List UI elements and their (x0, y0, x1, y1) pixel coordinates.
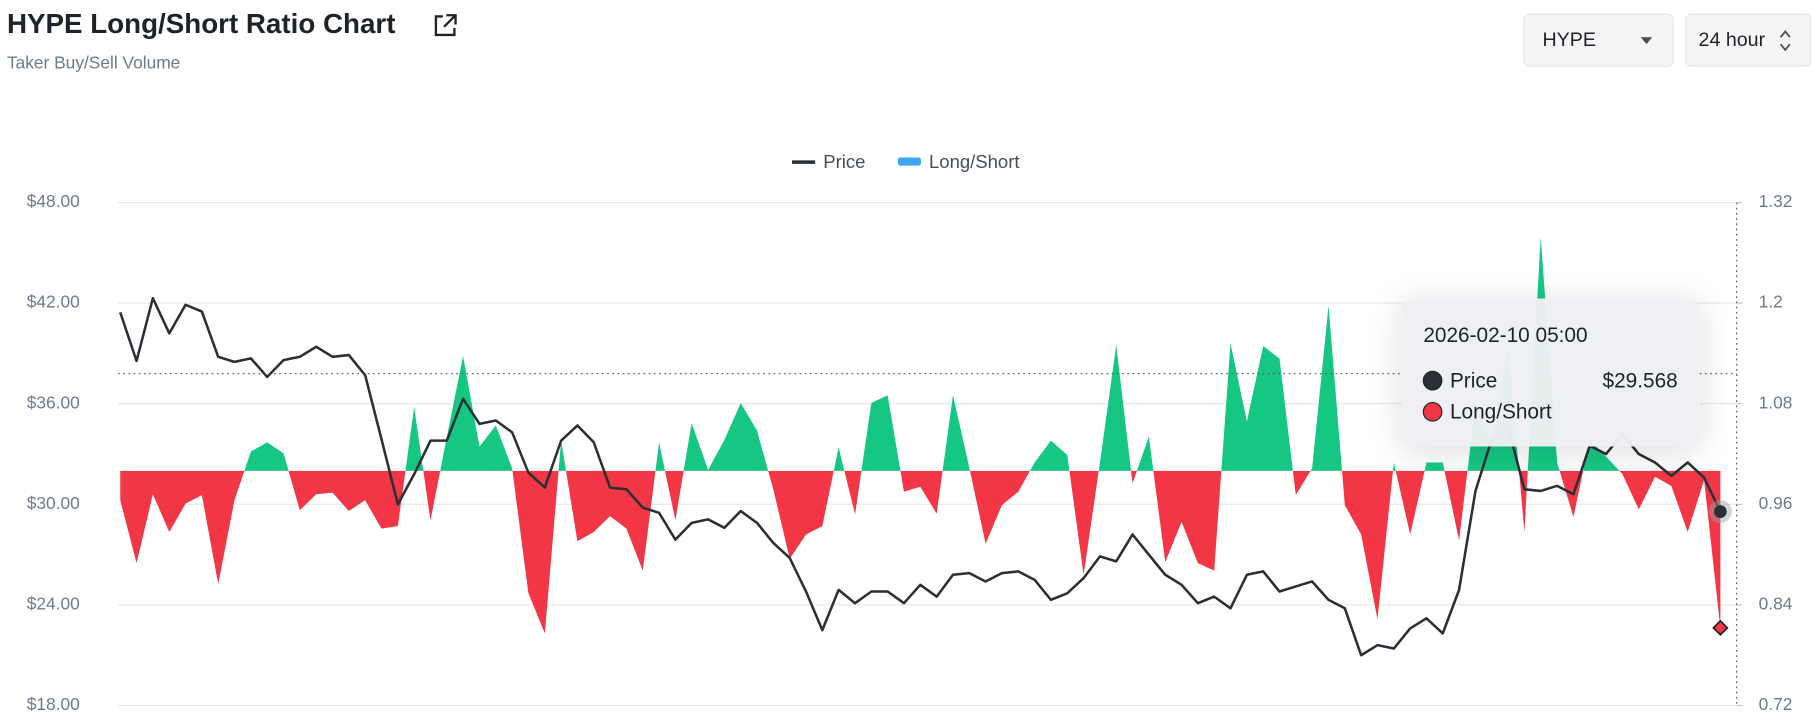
dropdown-box (1523, 13, 1674, 67)
tooltip-swatch (1422, 370, 1443, 391)
tooltip-value: $29.568 (1603, 369, 1678, 392)
dropdown-value: HYPE (1542, 29, 1595, 51)
dropdown-caret (1779, 30, 1791, 52)
legend-label: Long/Short (929, 151, 1020, 172)
dropdown-box (1685, 13, 1812, 67)
lines (119, 296, 1722, 657)
icon-box (434, 15, 456, 37)
tooltip-date: 2026-02-10 05:00 (1423, 324, 1587, 347)
legend: Price Long/Short (792, 151, 1020, 172)
areas (120, 236, 1721, 634)
y2-tick-label: 0.96 (1759, 493, 1793, 513)
grid: $18.00 $24.00 $30.00 $36.00 $42.00 $48.00 0.72… (27, 191, 1793, 714)
y-tick-label: $48.00 (27, 191, 80, 211)
dropdown-caret (1640, 37, 1653, 45)
y2-tick-label: 1.2 (1759, 292, 1783, 312)
y-tick-label: $30.00 (27, 493, 80, 513)
markers (1708, 500, 1732, 636)
external-link-icon[interactable] (434, 14, 457, 37)
y2-tick-label: 0.84 (1759, 594, 1793, 614)
tooltip: 2026-02-10 05:00 Price $29.568 Long/Shor… (1401, 298, 1700, 447)
tooltip-label: Price (1450, 369, 1497, 392)
y-tick-label: $42.00 (27, 292, 80, 312)
price-point-core (1714, 505, 1727, 518)
price-line (119, 296, 1722, 657)
legend-swatch (897, 157, 921, 166)
y-tick-label: $18.00 (27, 694, 80, 714)
tooltip-label: Long/Short (1450, 401, 1552, 424)
y2-tick-label: 1.08 (1759, 392, 1793, 412)
ratio-area-above (120, 236, 1721, 471)
y-tick-label: $24.00 (27, 594, 80, 614)
page-title: HYPE Long/Short Ratio Chart (7, 8, 396, 39)
tooltip-box (1401, 298, 1700, 447)
icon-arrow (443, 14, 457, 28)
ratio-point (1712, 619, 1729, 636)
dropdown-value: 24 hour (1699, 29, 1766, 51)
coin-dropdown[interactable]: HYPE (1523, 13, 1674, 67)
ratio-area-below (120, 470, 1721, 634)
legend-label: Price (823, 151, 865, 172)
y2-tick-label: 1.32 (1759, 191, 1793, 211)
y-tick-label: $36.00 (27, 392, 80, 412)
interval-dropdown[interactable]: 24 hour (1685, 13, 1812, 67)
page-subtitle: Taker Buy/Sell Volume (7, 52, 180, 72)
tooltip-swatch (1422, 402, 1443, 422)
y2-tick-label: 0.72 (1759, 694, 1793, 714)
